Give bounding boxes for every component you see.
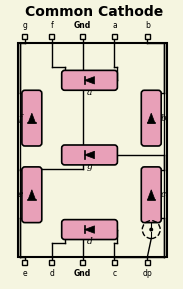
Text: c: c — [112, 269, 117, 278]
Polygon shape — [147, 190, 155, 200]
FancyBboxPatch shape — [22, 167, 42, 223]
FancyBboxPatch shape — [62, 145, 117, 165]
Polygon shape — [85, 151, 95, 159]
Text: g: g — [87, 162, 92, 171]
Text: b: b — [160, 114, 166, 123]
Polygon shape — [147, 113, 155, 123]
Text: a: a — [87, 88, 92, 97]
Text: Gnd: Gnd — [74, 269, 91, 278]
Text: f: f — [50, 21, 53, 29]
Text: c: c — [161, 190, 166, 199]
Polygon shape — [85, 77, 95, 84]
Text: Gnd: Gnd — [74, 21, 91, 29]
FancyBboxPatch shape — [62, 220, 117, 240]
Circle shape — [149, 227, 153, 231]
Polygon shape — [85, 226, 95, 233]
FancyBboxPatch shape — [141, 167, 161, 223]
FancyBboxPatch shape — [22, 90, 42, 146]
Text: dp: dp — [142, 269, 152, 278]
FancyBboxPatch shape — [62, 70, 117, 90]
Text: e: e — [23, 269, 27, 278]
Text: f: f — [18, 114, 22, 123]
Text: g: g — [23, 21, 27, 29]
FancyBboxPatch shape — [141, 90, 161, 146]
Text: d: d — [49, 269, 54, 278]
Text: b: b — [145, 21, 150, 29]
Polygon shape — [28, 190, 36, 200]
Text: e: e — [17, 190, 23, 199]
Text: Common Cathode: Common Cathode — [25, 5, 164, 19]
Polygon shape — [28, 113, 36, 123]
Text: a: a — [112, 21, 117, 29]
Text: d: d — [87, 237, 92, 246]
